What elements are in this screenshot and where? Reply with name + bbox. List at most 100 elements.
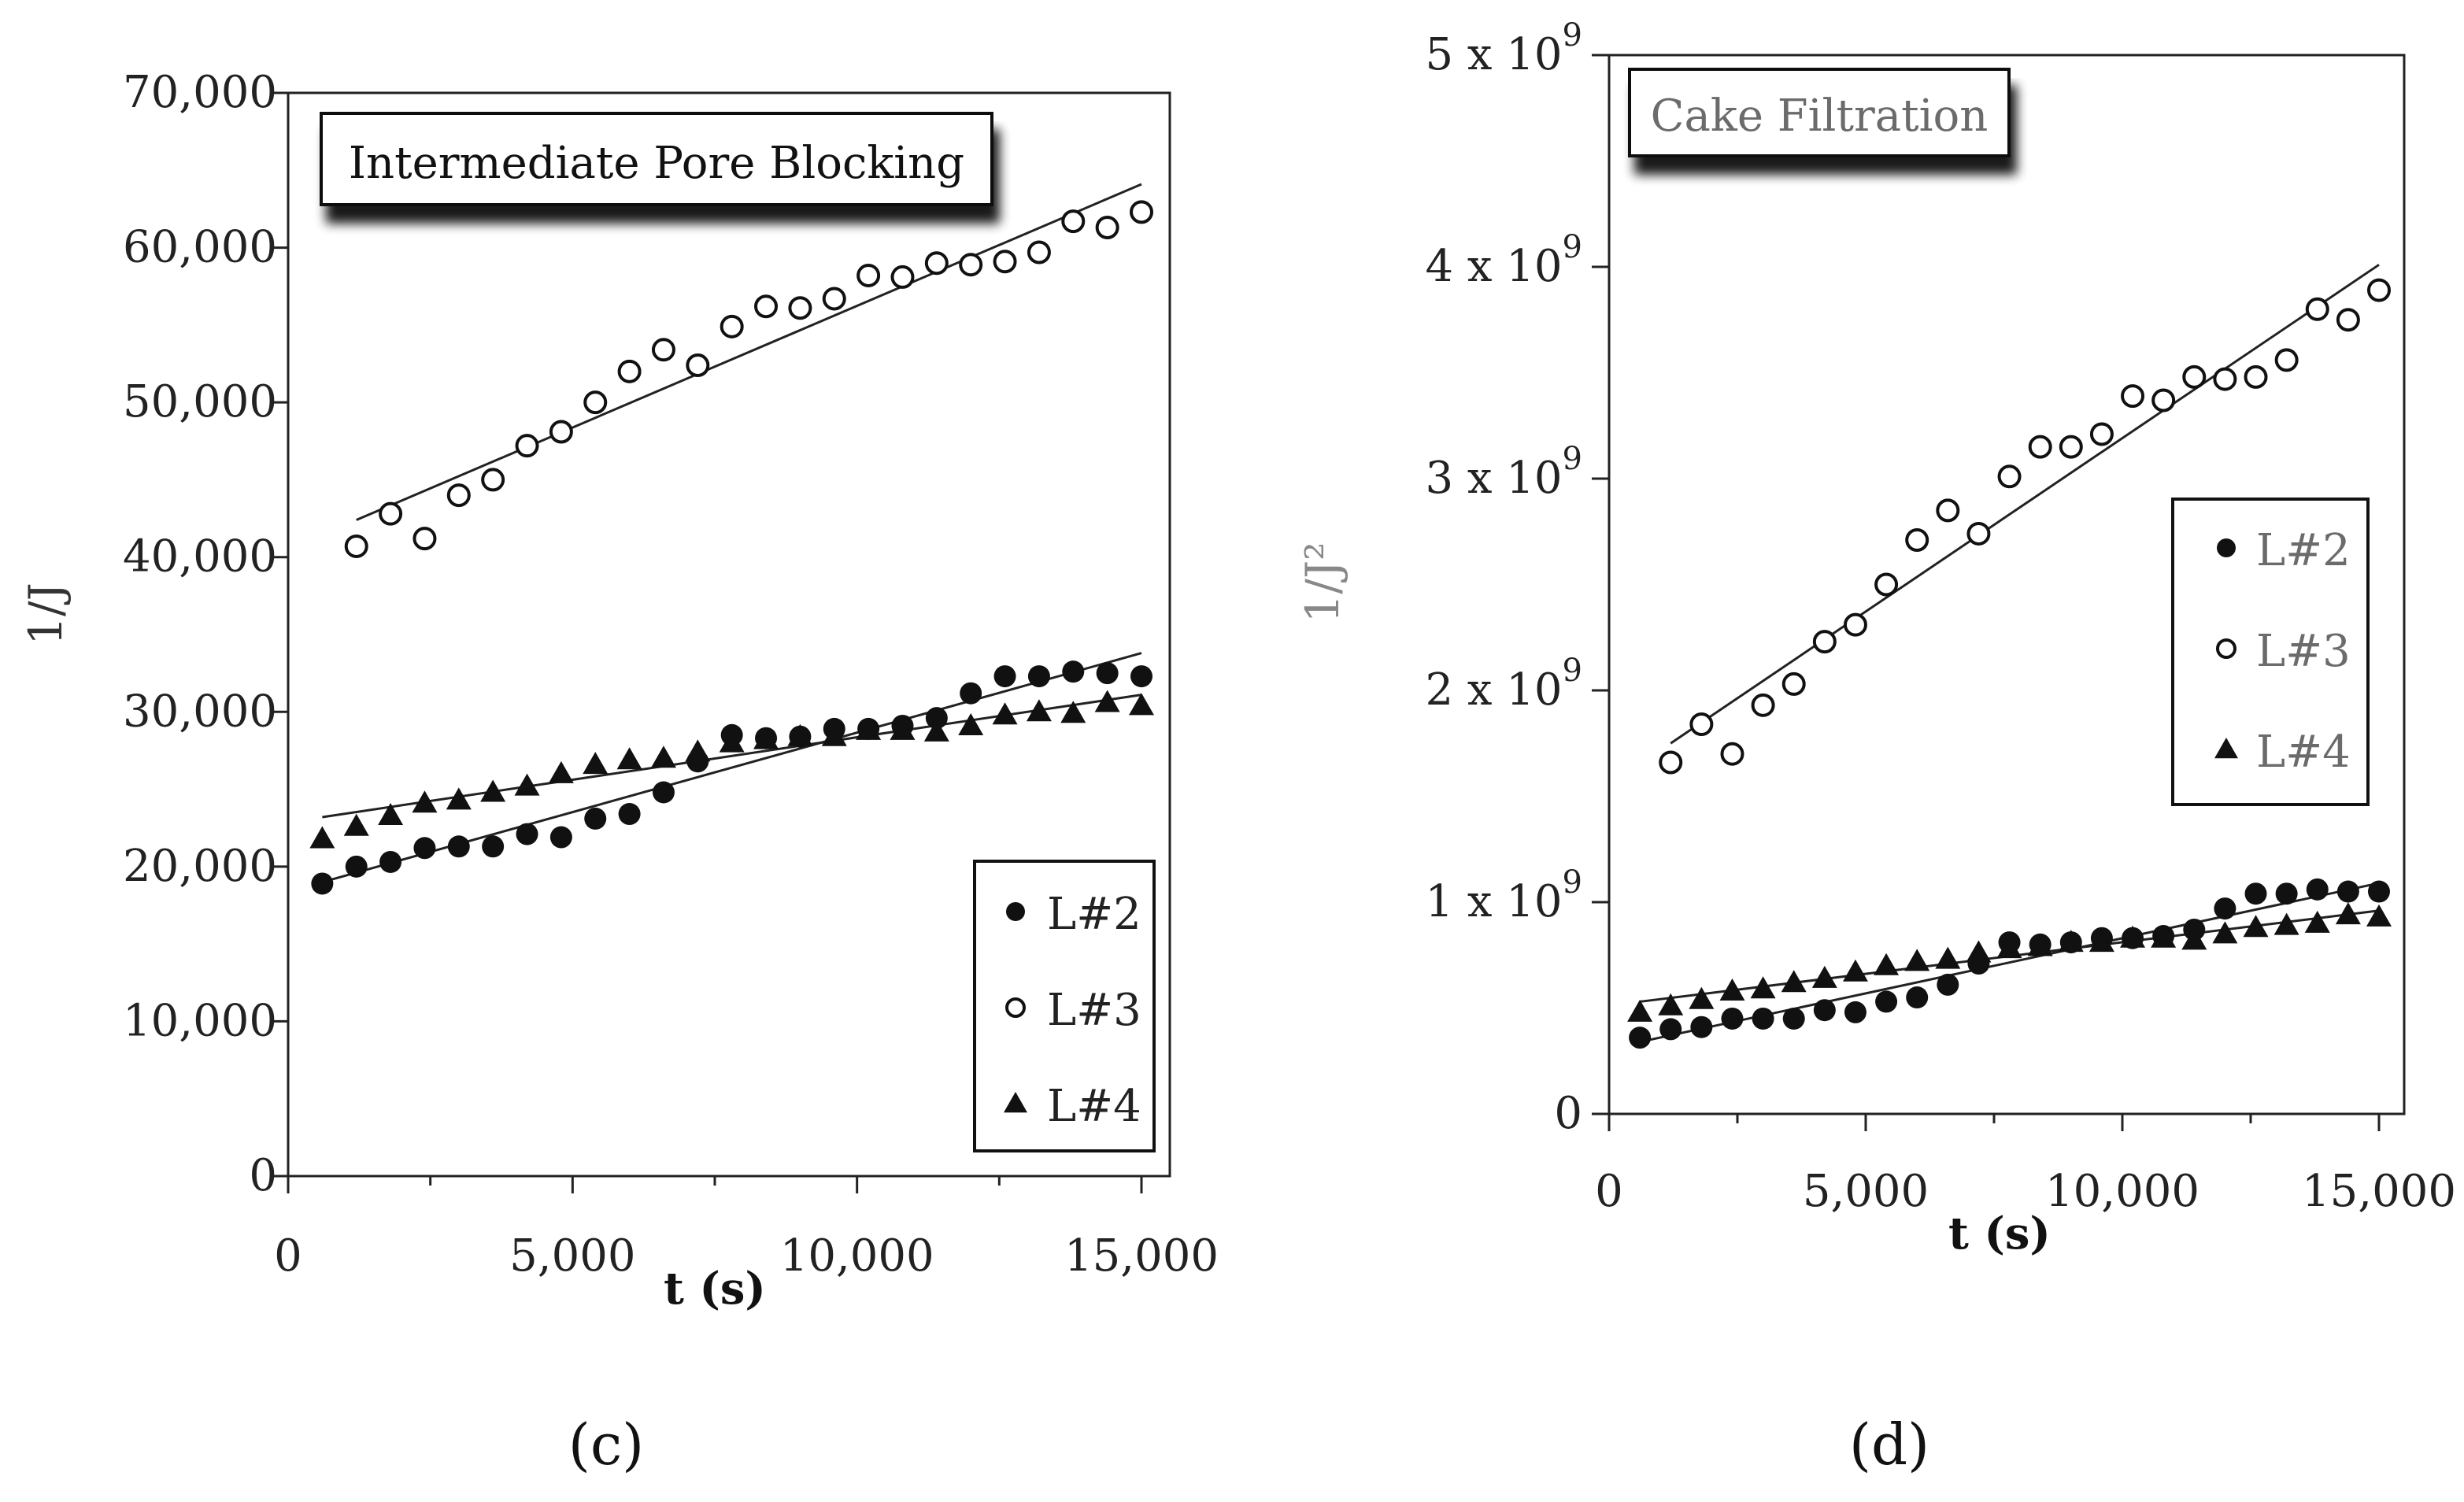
data-point-L3 — [2089, 422, 2114, 446]
legend-marker-L3 — [1005, 997, 1026, 1018]
data-point-L2 — [1906, 986, 1929, 1009]
data-point-L2 — [1027, 665, 1050, 688]
data-point-L2 — [516, 823, 538, 845]
x-tick-label: 15,000 — [2302, 1166, 2456, 1217]
plot-area-frame — [1608, 54, 2406, 1115]
data-markers — [309, 200, 1154, 895]
chart-title-box: Cake Filtration — [1628, 68, 2011, 157]
data-point-L2 — [2244, 882, 2267, 905]
data-point-L3 — [1659, 750, 1683, 775]
data-point-L4 — [719, 730, 745, 753]
y-axis-ticks: 0 10,000 20,000 30,000 40,000 50,000 60,000 70,… — [123, 67, 288, 1201]
data-point-L4 — [992, 702, 1018, 725]
y-tick-label: 3 x 109 — [1425, 441, 1582, 504]
data-point-L2 — [1062, 660, 1085, 683]
data-point-L4 — [514, 773, 540, 796]
legend-marker-L4 — [1004, 1092, 1027, 1113]
legend-marker-L2 — [1006, 902, 1025, 921]
data-point-L4 — [2120, 925, 2146, 948]
x-axis-title: t (s) — [664, 1263, 766, 1315]
data-point-L2 — [618, 803, 641, 826]
fit-line-L3 — [356, 183, 1142, 521]
data-point-L4 — [1026, 699, 1052, 722]
data-point-L2 — [1875, 990, 1898, 1013]
data-point-L3 — [2367, 278, 2391, 302]
data-point-L4 — [2335, 902, 2361, 925]
data-point-L4 — [1966, 940, 1992, 963]
data-point-L3 — [617, 359, 642, 383]
legend-marker-L2 — [2217, 538, 2236, 557]
data-point-L4 — [309, 826, 335, 849]
fit-line-L3 — [1670, 264, 2380, 745]
x-tick-label: 0 — [274, 1230, 302, 1282]
y-tick-label: 0 — [1554, 1088, 1582, 1139]
data-point-L3 — [413, 527, 437, 551]
y-axis-title: 1/J — [19, 583, 72, 646]
data-point-L2 — [1130, 665, 1152, 688]
data-point-L3 — [1130, 200, 1153, 224]
data-point-L3 — [856, 263, 881, 287]
data-point-L4 — [1781, 970, 1807, 993]
data-point-L4 — [412, 790, 438, 813]
data-point-L3 — [2305, 297, 2329, 321]
x-tick-label: 5,000 — [1803, 1166, 1929, 1217]
data-point-L3 — [1720, 742, 1744, 766]
legend-marker-L4 — [2214, 738, 2238, 759]
data-point-L2 — [1813, 999, 1836, 1022]
y-tick-label: 20,000 — [123, 841, 277, 892]
data-point-L3 — [2274, 348, 2299, 372]
data-point-L3 — [890, 265, 915, 289]
data-point-L2 — [1721, 1007, 1744, 1030]
y-axis-title: 1/J² — [1296, 542, 1349, 623]
data-point-L4 — [446, 787, 472, 810]
legend-label: L#3 — [1047, 985, 1141, 1036]
data-point-L4 — [2058, 930, 2084, 953]
data-point-L2 — [584, 807, 607, 830]
legend: L#2 L#3 L#4 — [973, 860, 1156, 1152]
data-point-L4 — [378, 802, 404, 825]
data-point-L3 — [481, 468, 505, 492]
data-point-L4 — [1658, 993, 1684, 1016]
data-point-L4 — [548, 760, 574, 783]
x-tick-label: 0 — [1595, 1166, 1623, 1217]
data-point-L3 — [924, 251, 949, 276]
data-point-L3 — [1751, 693, 1775, 717]
data-point-L2 — [1752, 1007, 1774, 1030]
data-point-L2 — [960, 682, 982, 705]
data-point-L4 — [2212, 921, 2238, 944]
y-tick-label: 0 — [249, 1150, 277, 1201]
data-point-L3 — [686, 353, 710, 377]
data-point-L2 — [1629, 1027, 1652, 1049]
data-point-L4 — [821, 723, 847, 746]
data-point-L2 — [549, 826, 572, 849]
legend-label: L#2 — [2256, 525, 2351, 576]
data-point-L3 — [1812, 630, 1837, 654]
chart-panel-d: 0 1 x 109 2 x 109 3 x 109 4 x 109 5 x 109 0 5,… — [1296, 17, 2456, 1478]
legend-marker-L3 — [2216, 638, 2236, 659]
data-point-L2 — [413, 837, 436, 860]
y-tick-label: 1 x 109 — [1425, 864, 1582, 927]
data-point-L4 — [1904, 949, 1930, 971]
x-tick-label: 5,000 — [509, 1230, 635, 1282]
data-point-L3 — [583, 390, 608, 415]
data-point-L2 — [2214, 897, 2236, 920]
data-point-L3 — [2028, 435, 2052, 459]
data-point-L3 — [1843, 612, 1867, 637]
data-point-L3 — [754, 294, 779, 319]
data-point-L4 — [616, 747, 642, 770]
data-point-L4 — [890, 717, 916, 740]
data-point-L4 — [2181, 927, 2207, 950]
data-point-L3 — [720, 314, 744, 339]
y-tick-label: 50,000 — [123, 376, 277, 427]
data-point-L2 — [2275, 882, 2298, 905]
plot-area-frame — [287, 91, 1171, 1178]
legend: L#2 L#3 L#4 — [2171, 498, 2370, 806]
fit-line-L4 — [322, 694, 1142, 819]
x-tick-label: 15,000 — [1064, 1230, 1219, 1282]
y-tick-label: 30,000 — [123, 686, 277, 737]
data-point-L3 — [959, 253, 983, 277]
data-point-L3 — [1936, 498, 1960, 523]
data-markers — [1627, 278, 2392, 1049]
data-point-L4 — [1811, 965, 1837, 988]
